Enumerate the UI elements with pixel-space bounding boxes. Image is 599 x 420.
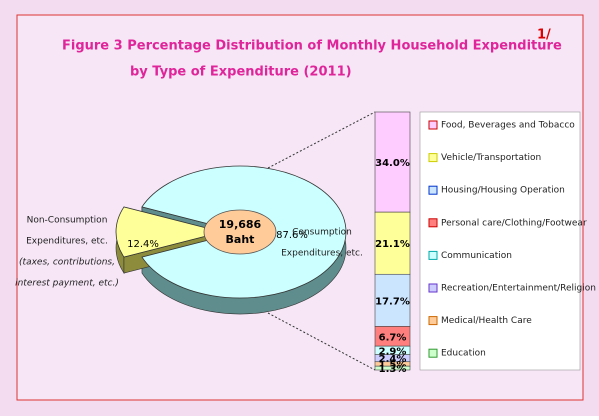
- legend-swatch: [428, 153, 438, 163]
- value-label: 1.3%: [379, 364, 407, 375]
- center-label: 19,686: [219, 218, 262, 231]
- legend-swatch: [428, 120, 438, 130]
- connector: [267, 111, 376, 169]
- pie-center: [203, 209, 277, 255]
- legend-swatch: [428, 250, 438, 260]
- bar-segment: [374, 365, 411, 371]
- value-label: 6.7%: [379, 332, 407, 343]
- slice-label: (taxes, contributions,: [19, 258, 115, 268]
- legend-label: Recreation/Entertainment/Religion: [441, 284, 596, 294]
- slice-label: Expenditures, etc.: [26, 237, 108, 247]
- legend-label: Vehicle/Transportation: [441, 153, 541, 163]
- value-label: 87.6%: [276, 230, 308, 241]
- legend-label: Personal care/Clothing/Footwear: [441, 218, 587, 228]
- legend-swatch: [428, 185, 438, 195]
- legend-label: Education: [441, 349, 486, 359]
- pie-slice: [115, 206, 223, 258]
- legend-swatch: [428, 283, 438, 293]
- value-label: 34.0%: [375, 158, 410, 169]
- legend-swatch: [428, 218, 438, 228]
- legend-label: Medical/Health Care: [441, 316, 532, 326]
- value-label: 2.4%: [379, 354, 407, 365]
- value-label: 2.9%: [379, 346, 407, 357]
- bar-segment: [374, 273, 411, 327]
- value-label: 12.4%: [127, 239, 159, 250]
- center-label: Baht: [226, 233, 255, 246]
- legend-label: Communication: [441, 251, 512, 261]
- title-line: by Type of Expenditure (2011): [130, 65, 352, 80]
- slice-label: Expenditures, etc.: [281, 249, 363, 259]
- legend-label: Food, Beverages and Tobacco: [441, 121, 575, 131]
- slice-label: Non-Consumption: [27, 216, 108, 226]
- bar-segment: [374, 211, 411, 275]
- slice-label: Consumption: [292, 228, 352, 238]
- legend-box: [419, 111, 581, 371]
- value-label: 21.1%: [375, 239, 410, 250]
- value-label: 1.5%: [379, 360, 407, 371]
- legend-swatch: [428, 316, 438, 326]
- title-line: Figure 3 Percentage Distribution of Mont…: [62, 39, 562, 54]
- legend-label: Housing/Housing Operation: [441, 186, 565, 196]
- connector: [267, 312, 376, 371]
- slice-label: interest payment, etc.): [15, 279, 119, 289]
- legend-swatch: [428, 348, 438, 358]
- value-label: 17.7%: [375, 296, 410, 307]
- footnote-mark: 1/: [537, 28, 551, 43]
- bar-segment: [374, 111, 411, 213]
